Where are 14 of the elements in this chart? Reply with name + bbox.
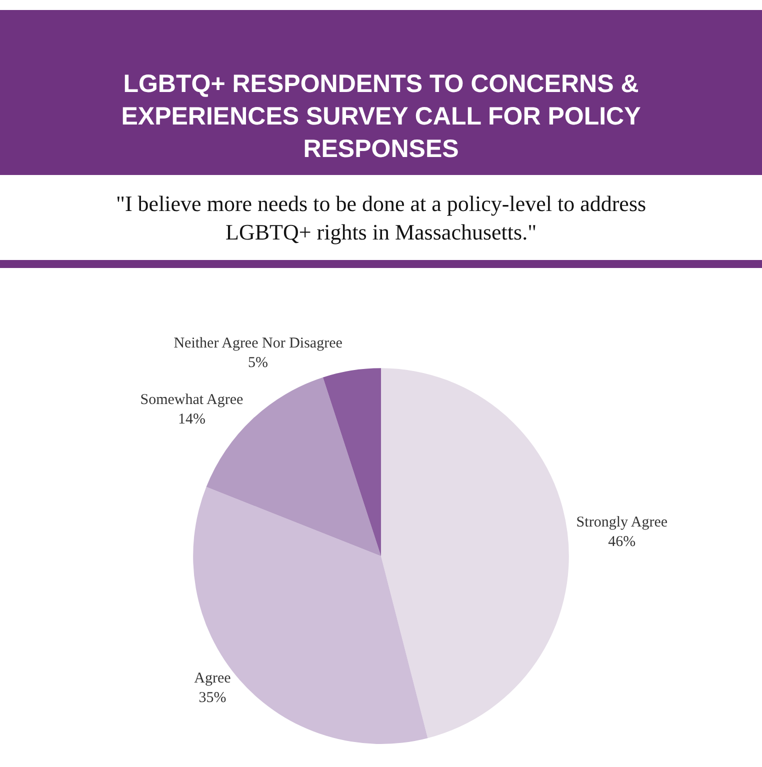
data-label: 35% xyxy=(198,690,226,706)
pie-slice xyxy=(206,377,381,556)
slice-label: Strongly Agree xyxy=(576,514,668,530)
slice-label: Neither Agree Nor Disagree xyxy=(174,335,343,352)
data-label: 5% xyxy=(248,354,268,371)
data-label: 14% xyxy=(178,411,206,428)
pie-slice xyxy=(322,368,381,556)
pie-slice xyxy=(193,486,428,744)
slice-label: Agree xyxy=(194,670,232,686)
slice-label: Somewhat Agree xyxy=(140,392,244,408)
chart-subtitle: "I believe more needs to be done at a policy-level to address LGBTQ+ rights in Massachusetts." xyxy=(116,191,646,245)
chart-title: LGBTQ+ RESPONDENTS TO CONCERNS & EXPERIENCES SURVEY CALL FOR POLICY RESPONSES xyxy=(121,70,642,163)
pie-slice xyxy=(381,368,569,738)
data-label: 46% xyxy=(608,534,636,550)
